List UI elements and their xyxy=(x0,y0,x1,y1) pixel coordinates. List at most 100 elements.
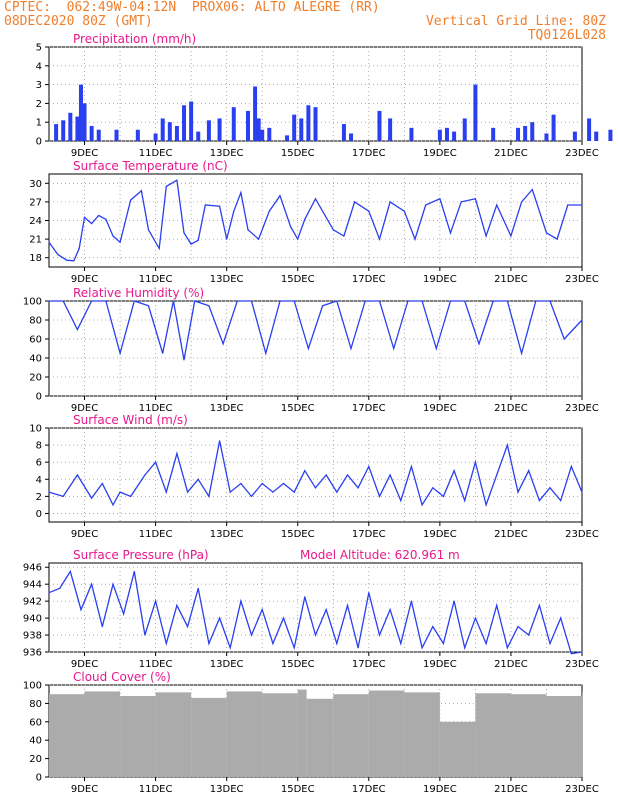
cloud-bar-0 xyxy=(49,694,85,777)
press-point-17 xyxy=(229,647,231,649)
wind-point-12 xyxy=(186,491,189,493)
press-xtick-label-2: 13DEC xyxy=(210,659,244,670)
precip-bar-7 xyxy=(96,129,101,141)
cloud-bar-16 xyxy=(582,692,583,777)
precip-bar-3 xyxy=(75,116,80,141)
precip-bar-25 xyxy=(285,135,290,141)
press-point-33 xyxy=(400,642,402,645)
temp-point-54 xyxy=(581,204,583,206)
rh-point-7 xyxy=(147,305,150,307)
temp-xtick-label-2: 13DEC xyxy=(210,274,244,285)
temp-point-23 xyxy=(233,210,235,212)
press-point-42 xyxy=(496,604,498,606)
wind-point-20 xyxy=(272,491,274,493)
wind-xtick-label-5: 19DEC xyxy=(423,529,457,540)
temp-ytick-label-4: 30 xyxy=(29,179,42,190)
temp-point-15 xyxy=(165,185,167,187)
wind-point-17 xyxy=(240,482,242,485)
rh-point-27 xyxy=(421,300,423,302)
temp-point-51 xyxy=(545,232,548,234)
temp-point-13 xyxy=(147,229,150,231)
wind-point-8 xyxy=(144,474,146,476)
rh-point-1 xyxy=(62,300,64,302)
rh-point-20 xyxy=(322,305,324,307)
temp-xtick-label-3: 15DEC xyxy=(281,274,315,285)
press-point-38 xyxy=(453,600,455,602)
precip-bar-17 xyxy=(206,120,211,141)
temp-title: Surface Temperature (nC) xyxy=(73,159,228,173)
temp-xtick-label-5: 19DEC xyxy=(423,274,457,285)
wind-point-48 xyxy=(570,465,572,468)
cloud-xtick-label-6: 21DEC xyxy=(494,784,528,795)
press-point-35 xyxy=(421,647,423,649)
cloud-bar-7 xyxy=(297,689,307,777)
wind-title: Surface Wind (m/s) xyxy=(73,413,188,427)
rh-point-30 xyxy=(464,300,466,302)
press-ytick-label-2: 940 xyxy=(23,614,42,625)
wind-point-18 xyxy=(250,495,253,497)
rh-point-8 xyxy=(162,352,164,354)
wind-point-16 xyxy=(229,491,231,493)
press-point-2 xyxy=(69,570,71,573)
press-title: Surface Pressure (hPa) xyxy=(73,548,209,562)
precip-ytick-label-4: 4 xyxy=(36,61,42,72)
cloud-ytick-label-5: 100 xyxy=(23,681,42,692)
precip-bar-1 xyxy=(61,120,66,141)
temp-point-48 xyxy=(510,235,512,237)
cloud-bar-14 xyxy=(510,694,547,777)
header-model-code: TQ0126L028 xyxy=(527,28,606,43)
temp-point-35 xyxy=(353,201,356,203)
precip-bar-15 xyxy=(189,101,194,141)
wind-point-33 xyxy=(410,465,413,468)
press-point-31 xyxy=(378,634,381,636)
press-point-3 xyxy=(80,609,82,611)
precip-xtick-label-3: 15DEC xyxy=(281,148,315,159)
wind-point-49 xyxy=(581,491,583,493)
temp-point-11 xyxy=(130,199,132,201)
wind-point-1 xyxy=(62,495,64,497)
cloud-bar-3 xyxy=(155,692,192,777)
wind-point-43 xyxy=(517,491,519,493)
cloud-bar-4 xyxy=(191,697,227,777)
temp-point-12 xyxy=(140,190,142,192)
precip-xtick-label-5: 19DEC xyxy=(423,148,457,159)
temp-xtick-label-1: 11DEC xyxy=(139,274,173,285)
wind-point-4 xyxy=(101,482,103,485)
header-grid-line: Vertical Grid Line: 80Z xyxy=(425,14,606,29)
cloud-xtick-label-7: 23DEC xyxy=(565,784,599,795)
press-point-25 xyxy=(314,634,317,636)
wind-point-41 xyxy=(496,474,498,476)
precip-bar-35 xyxy=(437,129,442,141)
press-point-30 xyxy=(368,592,370,594)
press-point-43 xyxy=(506,647,508,649)
wind-point-3 xyxy=(91,497,93,499)
temp-point-37 xyxy=(378,238,381,240)
precip-bar-42 xyxy=(523,125,528,141)
precip-bar-43 xyxy=(530,122,535,141)
cloud-ytick-label-0: 0 xyxy=(36,773,42,784)
press-xtick-label-4: 17DEC xyxy=(352,659,386,670)
precip-bar-16 xyxy=(196,131,201,141)
wind-ytick-label-2: 4 xyxy=(36,475,42,486)
press-point-22 xyxy=(282,617,285,619)
press-point-26 xyxy=(325,609,327,611)
precip-bar-4 xyxy=(78,84,83,141)
wind-xtick-label-2: 13DEC xyxy=(210,529,244,540)
press-point-41 xyxy=(485,642,487,645)
precip-bar-44 xyxy=(544,133,549,141)
wind-ytick-label-0: 0 xyxy=(36,509,42,520)
rh-point-12 xyxy=(208,305,210,307)
temp-point-30 xyxy=(297,238,299,240)
precip-xtick-label-1: 11DEC xyxy=(139,148,173,159)
press-point-12 xyxy=(176,604,178,606)
press-frame xyxy=(48,562,583,653)
wind-point-34 xyxy=(421,504,423,506)
temp-point-42 xyxy=(439,198,441,200)
wind-point-7 xyxy=(130,495,132,497)
press-extra-label: Model Altitude: 620.961 m xyxy=(300,548,460,562)
cloud-xtick-label-4: 17DEC xyxy=(352,784,386,795)
press-point-50 xyxy=(581,651,583,653)
wind-point-39 xyxy=(474,461,476,463)
rh-point-31 xyxy=(478,343,480,345)
press-point-44 xyxy=(517,625,519,628)
